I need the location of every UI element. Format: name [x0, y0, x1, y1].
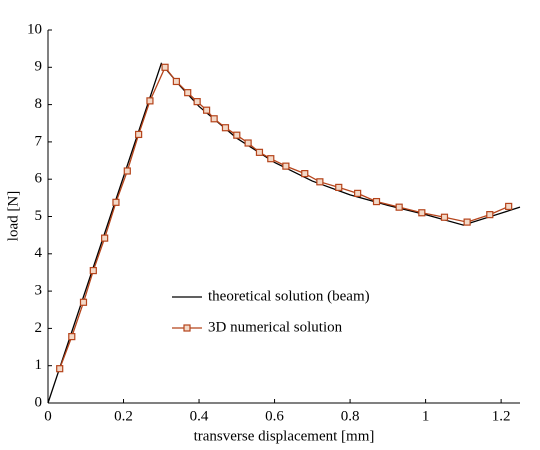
data-point — [135, 130, 143, 139]
data-point — [68, 333, 76, 341]
data-point — [193, 98, 201, 106]
y-axis-label: load [N] — [5, 191, 21, 241]
data-point — [372, 197, 381, 206]
data-point — [56, 365, 64, 373]
data-point — [202, 106, 211, 114]
data-point — [112, 198, 120, 206]
y-tick-label: 7 — [35, 133, 43, 149]
data-point — [463, 218, 471, 226]
data-point — [505, 202, 513, 211]
x-tick-label: 1.2 — [492, 408, 511, 424]
data-point — [89, 266, 97, 275]
y-tick-label: 6 — [35, 171, 43, 187]
data-point — [184, 89, 192, 97]
series-line — [59, 66, 509, 369]
data-point — [244, 139, 252, 147]
data-point — [146, 97, 154, 105]
data-point — [161, 63, 169, 71]
legend-marker — [183, 324, 191, 332]
y-tick-label: 5 — [35, 208, 43, 224]
y-tick-label: 3 — [35, 283, 43, 299]
data-point — [79, 298, 88, 306]
y-tick-label: 8 — [35, 96, 43, 112]
data-point — [316, 178, 324, 186]
data-point — [486, 211, 494, 219]
data-point — [395, 203, 403, 211]
data-point — [354, 189, 362, 197]
y-tick-label: 0 — [35, 394, 43, 410]
y-tick-label: 2 — [35, 320, 43, 336]
x-tick-label: 0.2 — [114, 408, 133, 424]
data-point — [267, 155, 275, 163]
data-point — [123, 167, 131, 175]
y-tick-label: 1 — [35, 357, 43, 373]
x-axis-label: transverse displacement [mm] — [194, 428, 375, 444]
data-point — [255, 148, 264, 156]
data-point — [335, 183, 343, 192]
legend-label: 3D numerical solution — [208, 319, 343, 335]
y-tick-label: 9 — [35, 59, 43, 75]
data-point — [172, 77, 180, 86]
data-point — [440, 213, 449, 221]
x-tick-label: 0.6 — [265, 408, 284, 424]
legend-label: theoretical solution (beam) — [208, 288, 370, 304]
data-point — [233, 131, 241, 139]
x-tick-label: 1 — [422, 408, 430, 424]
data-point — [101, 234, 109, 242]
data-point — [210, 115, 218, 123]
data-point — [301, 170, 309, 178]
y-tick-label: 4 — [35, 245, 43, 261]
x-tick-label: 0.8 — [341, 408, 360, 424]
data-point — [221, 124, 230, 132]
data-point — [282, 162, 290, 170]
x-tick-label: 0 — [44, 408, 52, 424]
series-line — [47, 62, 521, 404]
x-tick-label: 0.4 — [190, 408, 209, 424]
data-point — [418, 209, 426, 217]
y-tick-label: 10 — [27, 21, 42, 37]
